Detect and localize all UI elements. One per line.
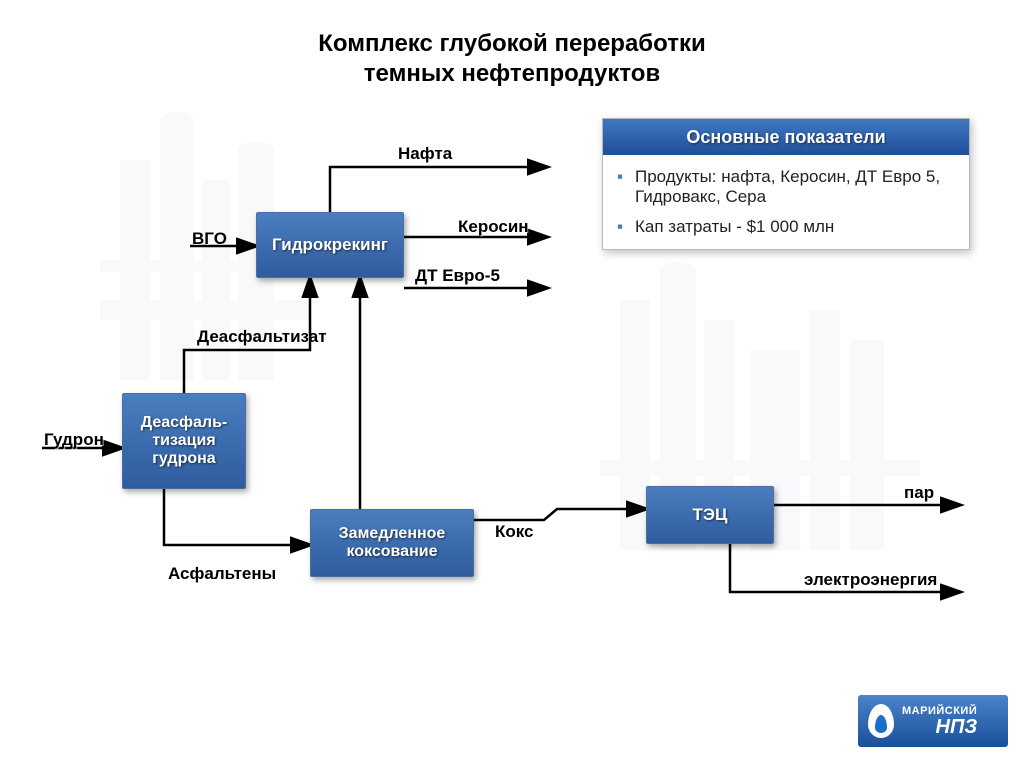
node-deasphalting: Деасфаль-тизациягудрона	[122, 393, 246, 489]
info-panel-list: Продукты: нафта, Керосин, ДТ Евро 5, Гид…	[617, 167, 955, 237]
logo-text-wrap: МАРИЙСКИЙ НПЗ	[902, 705, 977, 737]
label-electric: электроэнергия	[804, 570, 937, 590]
logo-text-2: НПЗ	[902, 717, 977, 737]
label-asphalt: Асфальтены	[168, 564, 276, 584]
label-vgo: ВГО	[192, 229, 227, 249]
node-hydrocracking: Гидрокрекинг	[256, 212, 404, 278]
label-dt: ДТ Евро-5	[415, 266, 500, 286]
label-naphtha: Нафта	[398, 144, 452, 164]
node-coking: Замедленноекоксование	[310, 509, 474, 577]
label-gudron: Гудрон	[44, 430, 104, 450]
info-item: Кап затраты - $1 000 млн	[617, 217, 955, 237]
node-tpp: ТЭЦ	[646, 486, 774, 544]
info-item: Продукты: нафта, Керосин, ДТ Евро 5, Гид…	[617, 167, 955, 207]
diagram-canvas: Комплекс глубокой переработки темных неф…	[0, 0, 1024, 768]
logo-badge: МАРИЙСКИЙ НПЗ	[858, 695, 1008, 747]
arrow-naphtha-out	[330, 167, 547, 212]
label-steam: пар	[904, 483, 934, 503]
label-coke: Кокс	[495, 522, 534, 542]
flame-icon	[868, 704, 894, 738]
info-panel-header: Основные показатели	[603, 119, 969, 155]
label-kerosene: Керосин	[458, 217, 529, 237]
page-title-line2: темных нефтепродуктов	[0, 60, 1024, 88]
label-deasph: Деасфальтизат	[197, 327, 327, 347]
arrow-asphalt-right	[164, 489, 310, 545]
info-panel: Основные показатели Продукты: нафта, Кер…	[602, 118, 970, 250]
page-title-line1: Комплекс глубокой переработки	[0, 30, 1024, 58]
